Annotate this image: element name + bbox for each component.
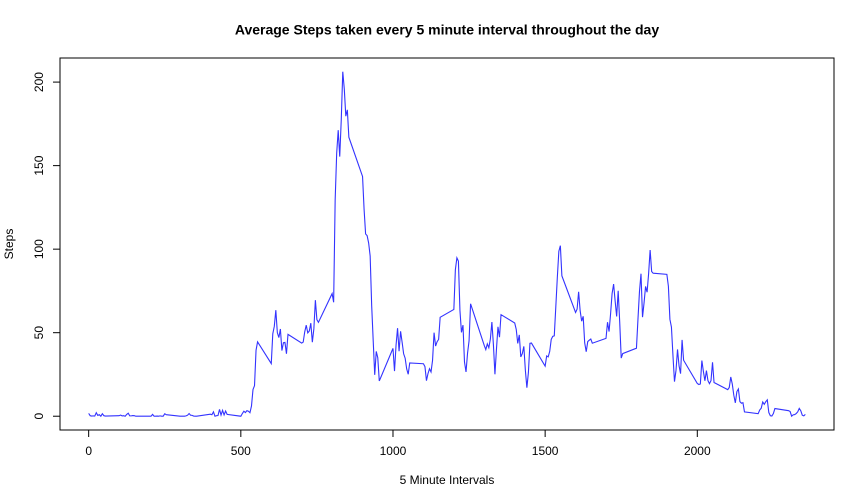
x-tick-label: 1500	[532, 444, 559, 458]
chart-title: Average Steps taken every 5 minute inter…	[235, 22, 659, 38]
data-line	[88, 71, 806, 418]
x-tick-label: 500	[231, 444, 251, 458]
x-axis-label: 5 Minute Intervals	[400, 473, 495, 487]
y-tick-label: 100	[32, 239, 46, 259]
x-tick-label: 2000	[684, 444, 711, 458]
x-tick-label: 1000	[380, 444, 407, 458]
y-tick-label: 200	[32, 72, 46, 92]
y-axis-label: Steps	[2, 229, 16, 260]
y-tick-label: 0	[32, 413, 46, 420]
y-tick-label: 50	[32, 326, 46, 340]
y-tick-label: 150	[32, 155, 46, 175]
x-tick-label: 0	[85, 444, 92, 458]
plot-frame	[59, 57, 835, 431]
